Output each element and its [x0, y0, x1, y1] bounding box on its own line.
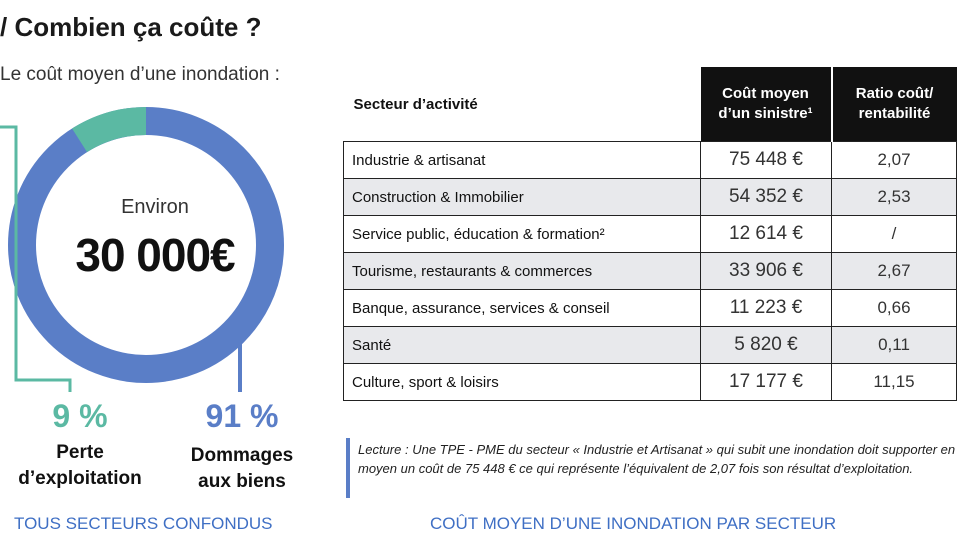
cost-donut-chart — [0, 107, 284, 392]
note-accent-bar — [346, 438, 350, 498]
row-sector: Banque, assurance, services & conseil — [343, 289, 701, 327]
damages-label: Dommages aux biens — [162, 443, 322, 495]
table-caption: COÛT MOYEN D’UNE INONDATION PAR SECTEUR — [430, 514, 837, 533]
operating-loss-percent: 9 % — [52, 398, 108, 434]
row-sector: Culture, sport & loisirs — [343, 363, 701, 401]
leader-line-operating-loss — [0, 125, 72, 392]
header-average-cost-line1: Coût moyen — [722, 85, 809, 102]
donut-total-value: 30 000€ — [75, 229, 235, 281]
table-row: Tourisme, restaurants & commerces 33 906… — [343, 252, 957, 290]
table-row: Culture, sport & loisirs 17 177 € 11,15 — [343, 363, 957, 401]
row-cost: 54 352 € — [700, 178, 832, 216]
row-sector: Service public, éducation & formation² — [343, 215, 701, 253]
sector-cost-table: Secteur d’activité Coût moyen d’un sinis… — [343, 67, 957, 401]
donut-segment-operating-loss — [72, 107, 147, 153]
donut-center-label: Environ — [121, 196, 189, 218]
table-row: Construction & Immobilier 54 352 € 2,53 — [343, 178, 957, 216]
header-ratio-line1: Ratio coût/ — [855, 85, 934, 102]
row-cost: 5 820 € — [700, 326, 832, 364]
header-ratio: Ratio coût/ rentabilité — [830, 67, 957, 142]
row-cost: 17 177 € — [700, 363, 832, 401]
row-sector: Tourisme, restaurants & commerces — [343, 252, 701, 290]
header-ratio-line2: rentabilité — [858, 105, 931, 122]
reading-note: Lecture : Une TPE - PME du secteur « Ind… — [358, 442, 956, 476]
row-ratio: 2,53 — [831, 178, 957, 216]
table-row: Banque, assurance, services & conseil 11… — [343, 289, 957, 327]
table-header-row: Secteur d’activité Coût moyen d’un sinis… — [343, 67, 957, 142]
row-cost: 12 614 € — [700, 215, 832, 253]
row-ratio: 11,15 — [831, 363, 957, 401]
row-ratio: 0,66 — [831, 289, 957, 327]
row-sector: Santé — [343, 326, 701, 364]
page-subtitle: Le coût moyen d’une inondation : — [0, 64, 280, 85]
operating-loss-label: Perte d’exploitation — [0, 440, 170, 492]
damages-label-line1: Dommages — [190, 445, 294, 466]
header-sector: Secteur d’activité — [343, 67, 701, 142]
table-row: Industrie & artisanat 75 448 € 2,07 — [343, 141, 957, 179]
table-row: Santé 5 820 € 0,11 — [343, 326, 957, 364]
damages-percent: 91 % — [205, 398, 279, 434]
operating-loss-label-line2: d’exploitation — [18, 468, 142, 489]
row-cost: 33 906 € — [700, 252, 832, 290]
page-title: / Combien ça coûte ? — [0, 12, 262, 42]
row-ratio: 2,67 — [831, 252, 957, 290]
damages-label-line2: aux biens — [198, 471, 286, 492]
header-average-cost-line2: d’un sinistre¹ — [718, 105, 813, 122]
row-sector: Construction & Immobilier — [343, 178, 701, 216]
row-cost: 75 448 € — [700, 141, 832, 179]
donut-caption: TOUS SECTEURS CONFONDUS — [14, 514, 273, 533]
row-sector: Industrie & artisanat — [343, 141, 701, 179]
row-cost: 11 223 € — [700, 289, 832, 327]
row-ratio: 2,07 — [831, 141, 957, 179]
row-ratio: 0,11 — [831, 326, 957, 364]
row-ratio: / — [831, 215, 957, 253]
operating-loss-label-line1: Perte — [56, 442, 104, 463]
table-row: Service public, éducation & formation² 1… — [343, 215, 957, 253]
header-average-cost: Coût moyen d’un sinistre¹ — [700, 67, 832, 142]
